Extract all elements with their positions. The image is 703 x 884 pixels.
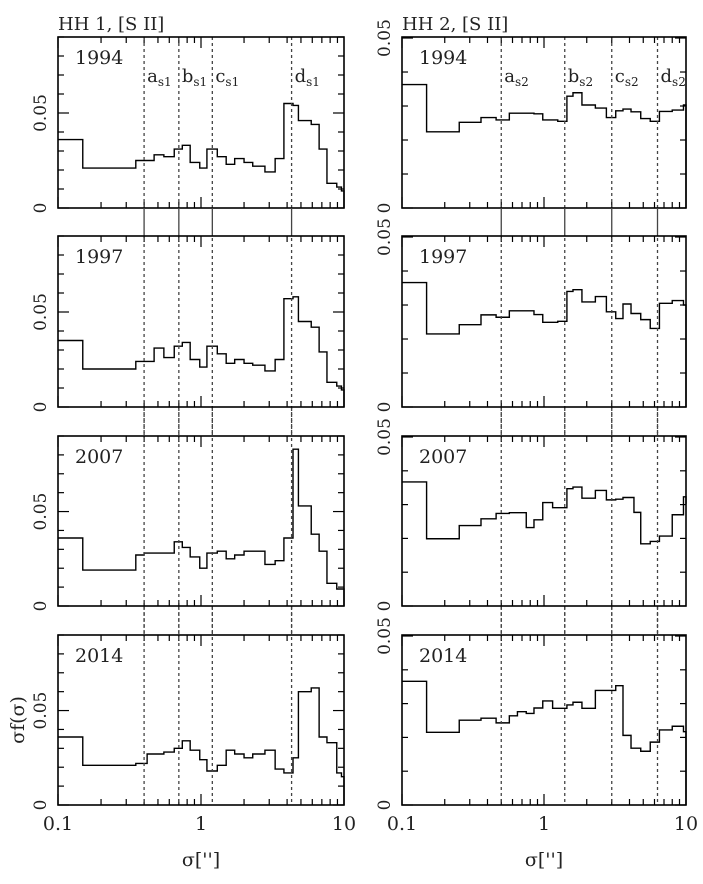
histogram-line [58, 296, 345, 407]
marker-label: bs1 [182, 66, 207, 89]
panel-frame [401, 634, 687, 806]
y-tick-label: 0.05 [31, 493, 51, 531]
x-tick-label: 1 [195, 813, 207, 835]
panel-year-label: 1997 [419, 246, 467, 268]
panel-frame [57, 634, 345, 806]
marker-label: as1 [147, 66, 172, 89]
panel-hh2-1997: 0 0.05 1997 [375, 208, 687, 435]
histogram-line [402, 281, 687, 407]
y-tick-label: 0 [375, 402, 395, 413]
y-tick-label: 0.05 [31, 293, 51, 331]
x-tick-label: 0.1 [43, 813, 73, 835]
panel-frame [57, 36, 345, 209]
panel-frame [401, 235, 687, 408]
marker-label: as2 [504, 66, 529, 89]
histogram-line [402, 481, 687, 545]
y-tick-label: 0 [375, 203, 395, 214]
histogram-line [402, 680, 687, 805]
y-tick-label: 0 [31, 203, 51, 214]
x-tick-label: 1 [538, 813, 550, 835]
panel-hh2-1994: 0 0.05 as2 bs2 cs2 ds2 1994 [375, 19, 687, 236]
y-tick-label: 0 [375, 800, 395, 811]
panel-year-label: 2014 [419, 645, 467, 667]
panel-year-label: 1994 [419, 47, 467, 69]
x-tick-label: 10 [332, 813, 356, 835]
panel-year-label: 1994 [75, 47, 123, 69]
panel-year-label: 2007 [419, 446, 467, 468]
panel-frame [57, 235, 345, 408]
y-tick-label: 0 [31, 601, 51, 612]
panel-hh2-2007: 0 0.05 2007 [375, 408, 687, 634]
y-tick-label: 0.05 [375, 418, 395, 456]
panel-year-label: 2014 [75, 645, 123, 667]
panel-year-label: 2007 [75, 446, 123, 468]
x-tick-label: 0.1 [387, 813, 417, 835]
marker-label: ds2 [661, 66, 686, 89]
y-tick-label: 0.05 [31, 692, 51, 730]
histogram-line [58, 448, 345, 606]
x-axis-label-left: σ[''] [182, 849, 220, 871]
y-axis-label: σf(σ) [7, 696, 29, 744]
panel-year-label: 1997 [75, 246, 123, 268]
panel-hh2-2014: 0 0.05 2014 0.1 1 10 [375, 607, 698, 835]
histogram-line [402, 83, 687, 208]
panel-frame [401, 36, 687, 209]
y-tick-label: 0.05 [375, 19, 395, 57]
marker-label: cs1 [215, 66, 239, 89]
y-tick-label: 0 [375, 601, 395, 612]
panels: 0 0.05 as1 bs1 cs1 ds1 1994 0 0.05 as2 bs2 cs2 ds2 19… [31, 19, 698, 835]
column-title-hh2: HH 2, [S II] [402, 14, 508, 35]
histogram-line [58, 687, 345, 805]
marker-label: ds1 [295, 66, 320, 89]
panel-hh1-2007: 0 0.05 2007 [31, 408, 345, 634]
y-tick-label: 0.05 [31, 94, 51, 132]
panel-frame [401, 435, 687, 607]
panel-frame [57, 435, 345, 607]
x-tick-label: 10 [674, 813, 698, 835]
y-tick-label: 0 [31, 800, 51, 811]
marker-label: bs2 [568, 66, 593, 89]
y-tick-label: 0.05 [375, 617, 395, 655]
panel-hh1-1994: 0 0.05 as1 bs1 cs1 ds1 1994 [31, 36, 345, 236]
column-title-hh1: HH 1, [S II] [58, 14, 164, 35]
histogram-line [58, 102, 345, 208]
panel-hh1-2014: 0 0.05 2014 0.1 1 10 [31, 607, 356, 835]
marker-label: cs2 [615, 66, 639, 89]
x-axis-label-right: σ[''] [525, 849, 563, 871]
y-tick-label: 0.05 [375, 218, 395, 256]
panel-hh1-1997: 0 0.05 1997 [31, 208, 345, 435]
y-tick-label: 0 [31, 402, 51, 413]
